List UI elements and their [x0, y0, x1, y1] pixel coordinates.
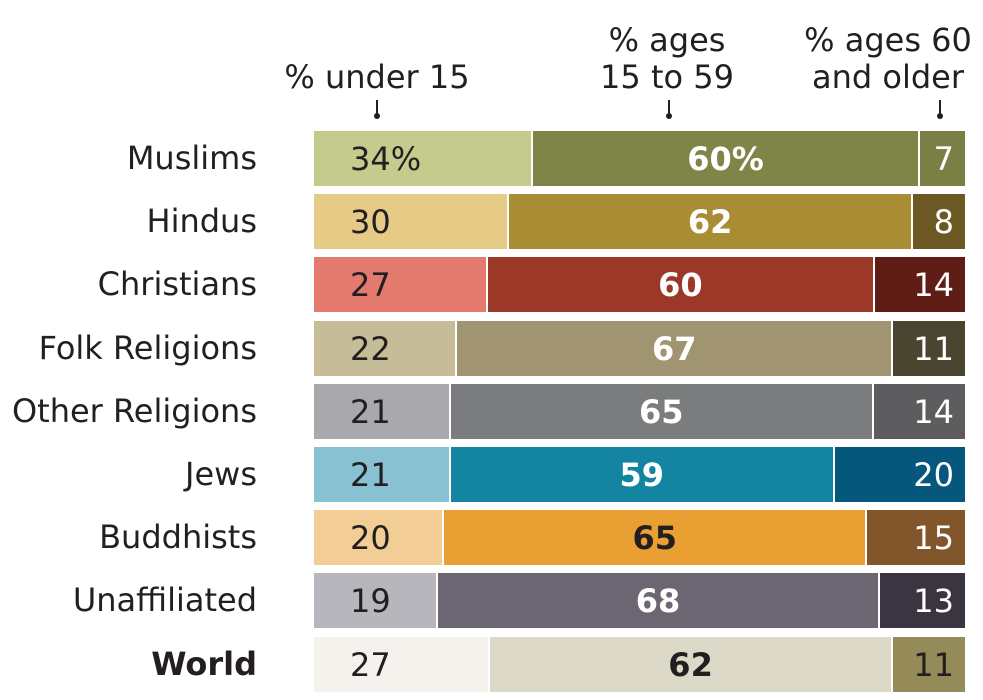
category-label-jews: Jews	[185, 455, 257, 493]
data-label-other-religions-ages-60-plus: 14	[913, 392, 954, 431]
bar-muslims-under-15: 34%	[314, 131, 532, 186]
data-label-muslims-ages-15-to-59: 60%	[687, 139, 764, 178]
bar-muslims-ages-15-to-59: 60%	[533, 131, 918, 186]
data-label-buddhists-ages-60-plus: 15	[913, 518, 954, 557]
data-label-world-ages-60-plus: 11	[913, 645, 954, 684]
bar-christians-under-15: 27	[314, 257, 487, 312]
bar-christians-ages-15-to-59: 60	[488, 257, 873, 312]
bar-jews-ages-15-to-59: 59	[450, 447, 833, 502]
data-label-folk-religions-ages-60-plus: 11	[913, 329, 954, 368]
data-label-unaffiliated-ages-60-plus: 13	[913, 581, 954, 620]
bar-other-religions-ages-15-to-59: 65	[450, 384, 872, 439]
category-label-buddhists: Buddhists	[99, 518, 257, 556]
bar-folk-religions-under-15: 22	[314, 321, 456, 376]
header-ages-60-plus-line2: and older	[812, 58, 964, 96]
bar-other-religions-under-15: 21	[314, 384, 449, 439]
category-label-other-religions: Other Religions	[11, 392, 257, 430]
bar-unaffiliated-under-15: 19	[314, 573, 436, 628]
data-label-other-religions-under-15: 21	[350, 392, 391, 431]
data-label-jews-under-15: 21	[350, 455, 391, 494]
data-label-hindus-ages-60-plus: 8	[933, 202, 954, 241]
data-label-hindus-ages-15-to-59: 62	[687, 202, 733, 241]
bar-world-ages-15-to-59: 62	[489, 637, 892, 692]
data-label-world-ages-15-to-59: 62	[668, 645, 713, 684]
bar-world-under-15: 27	[314, 637, 488, 692]
data-label-other-religions-ages-15-to-59: 65	[639, 392, 684, 431]
header-ages-60-plus-pointer	[937, 100, 942, 119]
header-ages-15-to-59: % ages 15 to 59	[577, 22, 757, 96]
data-label-folk-religions-ages-15-to-59: 67	[652, 329, 697, 368]
data-label-muslims-under-15: 34%	[350, 139, 422, 178]
data-label-buddhists-under-15: 20	[350, 518, 391, 557]
bar-buddhists-ages-60-plus: 15	[867, 510, 965, 565]
data-label-unaffiliated-under-15: 19	[350, 581, 391, 620]
bar-world-ages-60-plus: 11	[893, 637, 965, 692]
category-label-muslims: Muslims	[126, 139, 257, 177]
category-label-world: World	[151, 645, 257, 683]
bar-christians-ages-60-plus: 14	[874, 257, 965, 312]
header-under-15: % under 15	[284, 58, 470, 96]
data-label-christians-under-15: 27	[350, 265, 391, 304]
bar-hindus-ages-15-to-59: 62	[509, 194, 911, 249]
header-ages-15-to-59-line1: % ages	[608, 21, 726, 59]
bar-buddhists-ages-15-to-59: 65	[444, 510, 866, 565]
header-ages-15-to-59-line2: 15 to 59	[600, 58, 734, 96]
header-ages-60-plus-line1: % ages 60	[804, 21, 972, 59]
bar-folk-religions-ages-60-plus: 11	[893, 321, 965, 376]
bar-buddhists-under-15: 20	[314, 510, 443, 565]
data-label-christians-ages-60-plus: 14	[913, 265, 954, 304]
bar-hindus-under-15: 30	[314, 194, 508, 249]
bar-jews-under-15: 21	[314, 447, 449, 502]
bar-unaffiliated-ages-15-to-59: 68	[437, 573, 879, 628]
bar-jews-ages-60-plus: 20	[834, 447, 965, 502]
data-label-jews-ages-15-to-59: 59	[619, 455, 664, 494]
category-label-hindus: Hindus	[146, 202, 258, 240]
bar-muslims-ages-60-plus: 7	[919, 131, 965, 186]
bar-unaffiliated-ages-60-plus: 13	[880, 573, 965, 628]
data-label-buddhists-ages-15-to-59: 65	[632, 518, 678, 557]
bar-other-religions-ages-60-plus: 14	[873, 384, 965, 439]
data-label-folk-religions-under-15: 22	[350, 329, 391, 368]
data-label-unaffiliated-ages-15-to-59: 68	[635, 581, 681, 620]
category-label-folk-religions: Folk Religions	[38, 329, 257, 367]
header-under-15-pointer	[374, 100, 379, 119]
header-ages-15-to-59-pointer	[666, 100, 671, 119]
data-label-world-under-15: 27	[350, 645, 391, 684]
data-label-hindus-under-15: 30	[350, 202, 391, 241]
header-ages-60-plus: % ages 60 and older	[793, 22, 983, 96]
data-label-christians-ages-15-to-59: 60	[658, 265, 703, 304]
category-label-unaffiliated: Unaffiliated	[72, 581, 257, 619]
category-label-christians: Christians	[97, 265, 257, 303]
bar-folk-religions-ages-15-to-59: 67	[457, 321, 892, 376]
data-label-jews-ages-60-plus: 20	[913, 455, 954, 494]
data-label-muslims-ages-60-plus: 7	[933, 139, 954, 178]
bar-hindus-ages-60-plus: 8	[912, 194, 965, 249]
